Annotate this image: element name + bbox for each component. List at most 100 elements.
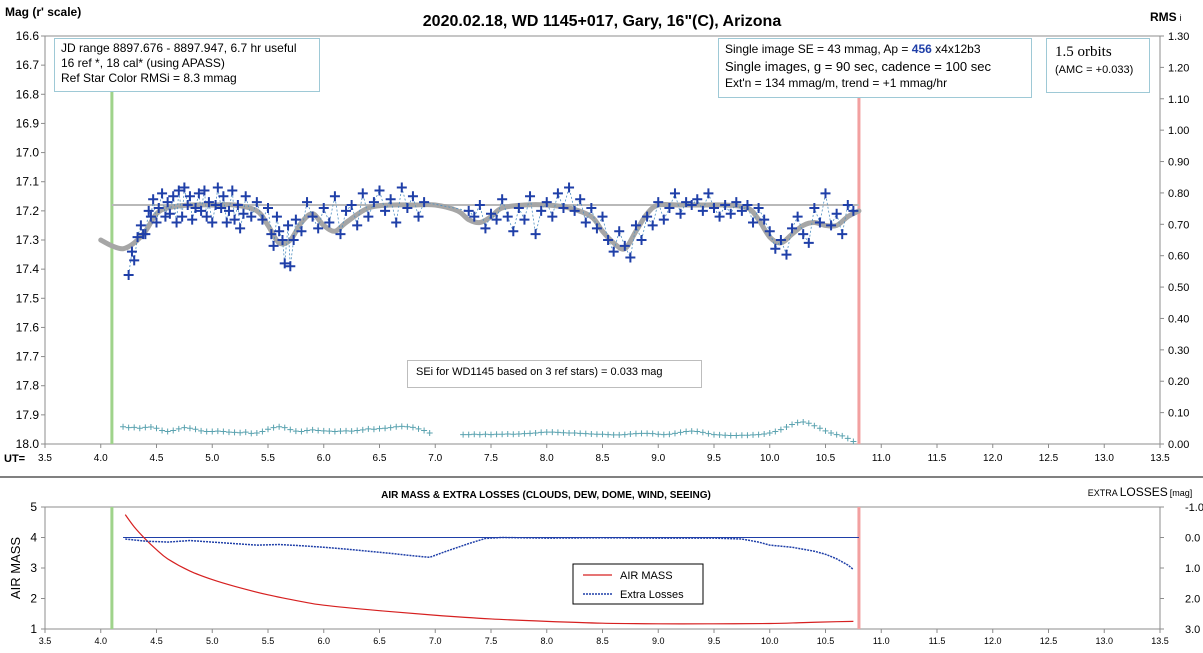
bottom-x-tick-label: 6.5 — [373, 636, 386, 646]
rms-point — [387, 424, 394, 431]
top-x-tick-label: 11.5 — [928, 453, 947, 464]
magnitude-point — [368, 197, 379, 208]
magnitude-point — [591, 223, 602, 234]
magnitude-point — [742, 200, 753, 211]
magnitude-point — [329, 191, 340, 202]
magnitude-point — [193, 188, 204, 199]
rms-point — [777, 426, 784, 433]
rms-point — [220, 428, 227, 435]
magnitude-point — [179, 182, 190, 193]
magnitude-point — [725, 208, 736, 219]
magnitude-point — [162, 197, 173, 208]
rms-point — [409, 424, 416, 431]
magnitude-point — [814, 217, 825, 228]
rms-point — [231, 429, 238, 436]
rms-point — [181, 424, 188, 431]
top-chart: 2020.02.18, WD 1145+017, Gary, 16"(C), A… — [4, 5, 1189, 465]
magnitude-point — [251, 197, 262, 208]
magnitude-point — [474, 200, 485, 211]
rms-point — [644, 430, 651, 437]
magnitude-point — [842, 200, 853, 211]
rms-point — [839, 432, 846, 439]
bottom-x-tick-label: 5.0 — [206, 636, 219, 646]
bottom-x-tick-label: 5.5 — [262, 636, 275, 646]
rms-point — [716, 431, 723, 438]
top-y2-ticks: 1.30 1.20 1.10 1.00 0.90 0.80 0.70 0.60 0.50 0.40… — [1160, 31, 1189, 451]
rms-point — [270, 424, 277, 431]
top-y-axis-label: Mag (r' scale) — [5, 5, 81, 19]
magnitude-point — [126, 246, 137, 257]
magnitude-point — [240, 191, 251, 202]
rms-point — [649, 430, 656, 437]
info-image-binning: x4x12b3 — [931, 42, 981, 56]
top-y2-tick-label: 0.20 — [1168, 376, 1189, 388]
info-session-line-1: JD range 8897.676 - 8897.947, 6.7 hr use… — [61, 41, 297, 55]
rms-point — [142, 424, 149, 431]
magnitude-point — [324, 217, 335, 228]
magnitude-point — [153, 202, 164, 213]
rms-point — [382, 425, 389, 432]
magnitude-point — [171, 217, 182, 228]
magnitude-point — [140, 229, 151, 240]
info-session-line-3: Ref Star Color RMSi = 8.3 mmag — [61, 71, 237, 85]
rms-point — [164, 428, 171, 435]
rms-point — [326, 428, 333, 435]
bottom-x-tick-label: 3.5 — [39, 636, 52, 646]
rms-point — [683, 428, 690, 435]
rms-point — [153, 425, 160, 432]
bottom-y-tick-label: 3 — [30, 561, 37, 575]
rms-point — [198, 427, 205, 434]
magnitude-point — [614, 226, 625, 237]
bottom-x-tick-label: 13.0 — [1095, 636, 1113, 646]
top-x-tick-label: 9.0 — [651, 453, 665, 464]
magnitude-point — [547, 211, 558, 222]
rms-point — [225, 429, 232, 436]
rms-point — [292, 428, 299, 435]
rms-point — [237, 429, 244, 436]
rms-point — [828, 430, 835, 437]
magnitude-point — [486, 208, 496, 219]
rms-point — [605, 431, 612, 438]
top-y-tick-label: 17.2 — [16, 204, 40, 218]
info-box-orbits: 1.5 orbits (AMC = +0.033) — [1046, 38, 1150, 93]
magnitude-point — [407, 191, 418, 202]
rms-point — [376, 425, 383, 432]
magnitude-point — [480, 223, 491, 234]
top-y2-tick-label: 1.30 — [1168, 31, 1189, 43]
rms-point — [800, 419, 807, 426]
magnitude-point — [177, 211, 188, 222]
rms-point — [805, 420, 812, 427]
magnitude-point — [636, 235, 647, 245]
magnitude-point — [346, 200, 357, 211]
magnitude-point — [391, 217, 402, 228]
top-x-tick-label: 13.0 — [1095, 453, 1115, 464]
magnitude-point — [536, 205, 547, 216]
rms-point — [315, 427, 322, 434]
rms-point — [159, 427, 166, 434]
top-x-tick-label: 12.0 — [983, 453, 1003, 464]
top-y-ticks: 16.6 16.7 16.8 16.9 17.0 17.1 17.2 17.3 17.4 17.5… — [16, 29, 45, 451]
magnitude-point — [257, 214, 268, 225]
magnitude-point — [731, 197, 742, 208]
rms-point — [543, 429, 550, 436]
top-y-tick-label: 17.4 — [16, 262, 40, 276]
magnitude-point — [290, 214, 301, 225]
magnitude-point — [764, 226, 775, 237]
rms-point — [331, 428, 338, 435]
bottom-y2-label-small: EXTRA — [1088, 488, 1118, 498]
rms-point — [287, 426, 294, 433]
rms-point — [276, 423, 283, 430]
top-y2-axis-label-main: RMS — [1150, 10, 1177, 24]
bottom-y2-ticks: -1.0 0.0 1.0 2.0 3.0 — [1160, 502, 1203, 636]
rms-point — [203, 428, 210, 435]
top-y2-tick-label: 0.60 — [1168, 251, 1189, 263]
rms-point — [816, 425, 823, 432]
top-x-tick-label: 9.5 — [707, 453, 721, 464]
bottom-y-axis-label: AIR MASS — [8, 537, 23, 599]
rms-point — [783, 424, 790, 431]
magnitude-point — [837, 229, 848, 240]
bottom-x-tick-label: 11.0 — [873, 636, 890, 646]
bottom-x-tick-label: 8.5 — [596, 636, 609, 646]
magnitude-point — [513, 202, 524, 213]
rms-point — [794, 419, 801, 426]
